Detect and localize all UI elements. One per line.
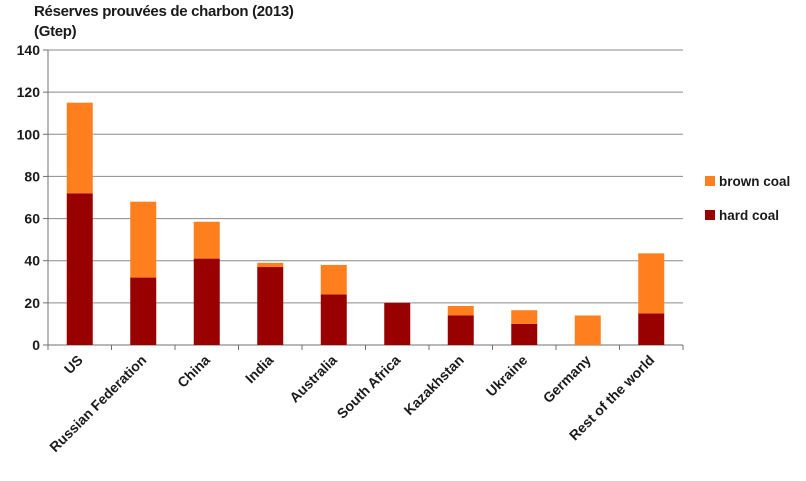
- chart-subtitle: (Gtep): [34, 23, 77, 40]
- x-tick-label: Australia: [286, 352, 340, 406]
- bar-hard-coal: [193, 258, 220, 345]
- bar-hard-coal: [447, 315, 474, 345]
- chart-title: Réserves prouvées de charbon (2013): [34, 3, 294, 20]
- bar-hard-coal: [257, 267, 284, 345]
- bar-hard-coal: [130, 277, 157, 345]
- bar-brown-coal: [638, 253, 665, 314]
- legend-swatch: [705, 210, 715, 220]
- y-tick-label: 0: [32, 337, 40, 353]
- bar-brown-coal: [511, 310, 538, 324]
- x-tick-label: Germany: [540, 352, 594, 406]
- y-tick-label: 120: [17, 84, 41, 100]
- x-tick-label: Kazakhstan: [401, 352, 467, 418]
- bar-brown-coal: [66, 102, 93, 194]
- bar-brown-coal: [193, 221, 220, 259]
- bar-brown-coal: [320, 264, 347, 295]
- bar-hard-coal: [320, 294, 347, 345]
- bar-brown-coal: [447, 306, 474, 316]
- bar-brown-coal: [130, 201, 157, 278]
- y-tick-label: 140: [17, 42, 41, 58]
- legend-swatch: [705, 176, 715, 186]
- y-tick-label: 20: [24, 295, 40, 311]
- bar-hard-coal: [511, 323, 538, 345]
- bar-brown-coal: [574, 315, 601, 345]
- bar-hard-coal: [638, 313, 665, 345]
- x-tick-label: US: [61, 352, 86, 377]
- x-tick-label: China: [174, 352, 213, 391]
- x-tick-label: South Africa: [334, 352, 404, 422]
- bar-hard-coal: [66, 193, 93, 345]
- y-tick-label: 80: [24, 168, 40, 184]
- legend-label: brown coal: [719, 174, 790, 189]
- y-tick-label: 100: [17, 126, 41, 142]
- bar-hard-coal: [384, 302, 411, 345]
- x-tick-label: Ukraine: [483, 352, 531, 400]
- y-tick-label: 60: [24, 211, 40, 227]
- bar-brown-coal: [257, 262, 284, 268]
- x-tick-label: India: [242, 352, 277, 387]
- legend-label: hard coal: [719, 208, 779, 223]
- y-tick-label: 40: [24, 253, 40, 269]
